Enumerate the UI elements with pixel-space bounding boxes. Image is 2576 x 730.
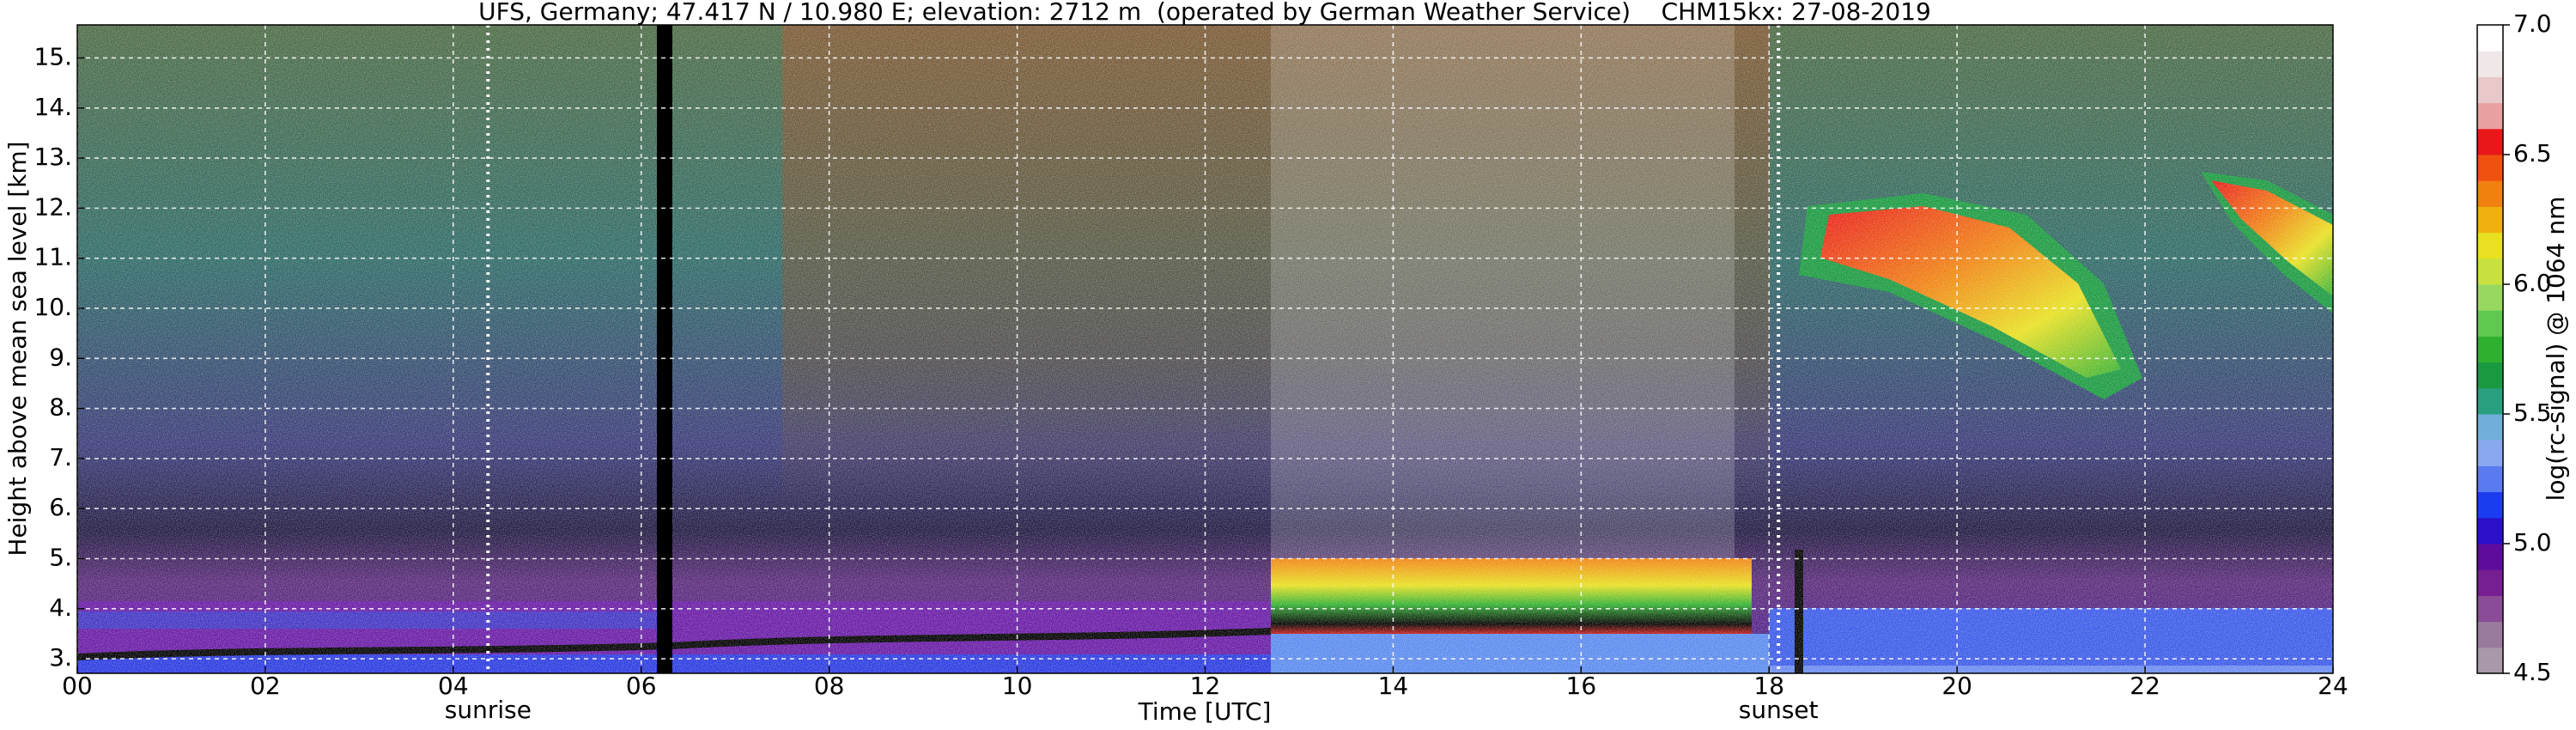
colorbar-bin bbox=[2477, 284, 2503, 311]
y-tick-label: 4. bbox=[49, 593, 72, 622]
x-tick-label: 08 bbox=[814, 672, 845, 700]
colorbar-bin bbox=[2477, 465, 2503, 493]
colorbar-frame bbox=[2476, 24, 2504, 674]
colorbar-tick-label: 4.5 bbox=[2513, 658, 2552, 686]
x-tick-label: 04 bbox=[438, 672, 469, 700]
chart-title: UFS, Germany; 47.417 N / 10.980 E; eleva… bbox=[478, 0, 1931, 26]
y-tick-label: 13. bbox=[33, 143, 72, 171]
data-gap bbox=[657, 25, 672, 673]
x-tick-label: 18 bbox=[1753, 672, 1784, 700]
x-tick-label: 22 bbox=[2129, 672, 2160, 700]
x-tick-label: 20 bbox=[1941, 672, 1972, 700]
colorbar-tick-label: 6.0 bbox=[2513, 269, 2552, 297]
colorbar-bin bbox=[2477, 102, 2503, 130]
x-tick-label: 00 bbox=[62, 672, 93, 700]
colorbar-tick-label: 7.0 bbox=[2513, 9, 2552, 38]
colorbar-bin bbox=[2477, 491, 2503, 519]
colorbar-bin bbox=[2477, 387, 2503, 415]
colorbar-bin bbox=[2477, 76, 2503, 104]
colorbar-bin bbox=[2477, 647, 2503, 674]
colorbar-bin bbox=[2477, 414, 2503, 441]
colorbar-bin bbox=[2477, 51, 2503, 77]
backscatter-field bbox=[77, 25, 2333, 673]
colorbar-bin bbox=[2477, 180, 2503, 207]
x-tick-label: 14 bbox=[1378, 672, 1409, 700]
colorbar-tick-label: 6.5 bbox=[2513, 139, 2552, 167]
colorbar-bin bbox=[2477, 206, 2503, 234]
colorbar-bin bbox=[2477, 232, 2503, 259]
y-tick-label: 9. bbox=[49, 343, 72, 371]
colorbar-bin bbox=[2477, 128, 2503, 155]
y-tick-label: 3. bbox=[49, 643, 72, 672]
colorbar-bin bbox=[2477, 336, 2503, 363]
y-axis-title: Height above mean sea level [km] bbox=[3, 141, 32, 556]
y-tick-label: 5. bbox=[49, 543, 72, 571]
colorbar-bin bbox=[2477, 569, 2503, 596]
field-noise bbox=[77, 25, 2333, 673]
x-tick-label: 06 bbox=[626, 672, 657, 700]
x-tick-label: 12 bbox=[1190, 672, 1221, 700]
colorbar-bin bbox=[2477, 362, 2503, 389]
y-tick-label: 12. bbox=[33, 192, 72, 221]
y-tick-label: 15. bbox=[33, 42, 72, 70]
x-tick-label: 02 bbox=[250, 672, 281, 700]
colorbar-bin bbox=[2477, 517, 2503, 544]
y-tick-label: 8. bbox=[49, 393, 72, 422]
x-axis-title: Time [UTC] bbox=[1138, 697, 1272, 726]
sun-label: sunrise bbox=[445, 696, 532, 724]
colorbar-bin bbox=[2477, 544, 2503, 570]
colorbar-title: log(rc-signal) @ 1064 nm bbox=[2542, 197, 2570, 502]
y-tick-label: 14. bbox=[33, 93, 72, 121]
colorbar-bin bbox=[2477, 440, 2503, 466]
colorbar-bin bbox=[2477, 155, 2503, 181]
y-tick-label: 11. bbox=[33, 243, 72, 271]
colorbar-bin bbox=[2477, 258, 2503, 285]
y-tick-label: 10. bbox=[33, 293, 72, 321]
y-tick-label: 7. bbox=[49, 443, 72, 471]
x-tick-label: 16 bbox=[1566, 672, 1597, 700]
colorbar-tick-label: 5.5 bbox=[2513, 398, 2552, 427]
plot-frame bbox=[76, 24, 2334, 674]
colorbar-bin bbox=[2477, 595, 2503, 623]
y-tick-label: 6. bbox=[49, 493, 72, 521]
colorbar-bin bbox=[2477, 621, 2503, 648]
sun-label: sunset bbox=[1739, 696, 1819, 724]
colorbar-tick-label: 5.0 bbox=[2513, 528, 2552, 557]
axes bbox=[76, 25, 2334, 673]
colorbar-bin bbox=[2477, 310, 2503, 337]
colorbar-bin bbox=[2477, 25, 2503, 52]
x-tick-label: 10 bbox=[1002, 672, 1033, 700]
x-tick-label: 24 bbox=[2318, 672, 2348, 700]
